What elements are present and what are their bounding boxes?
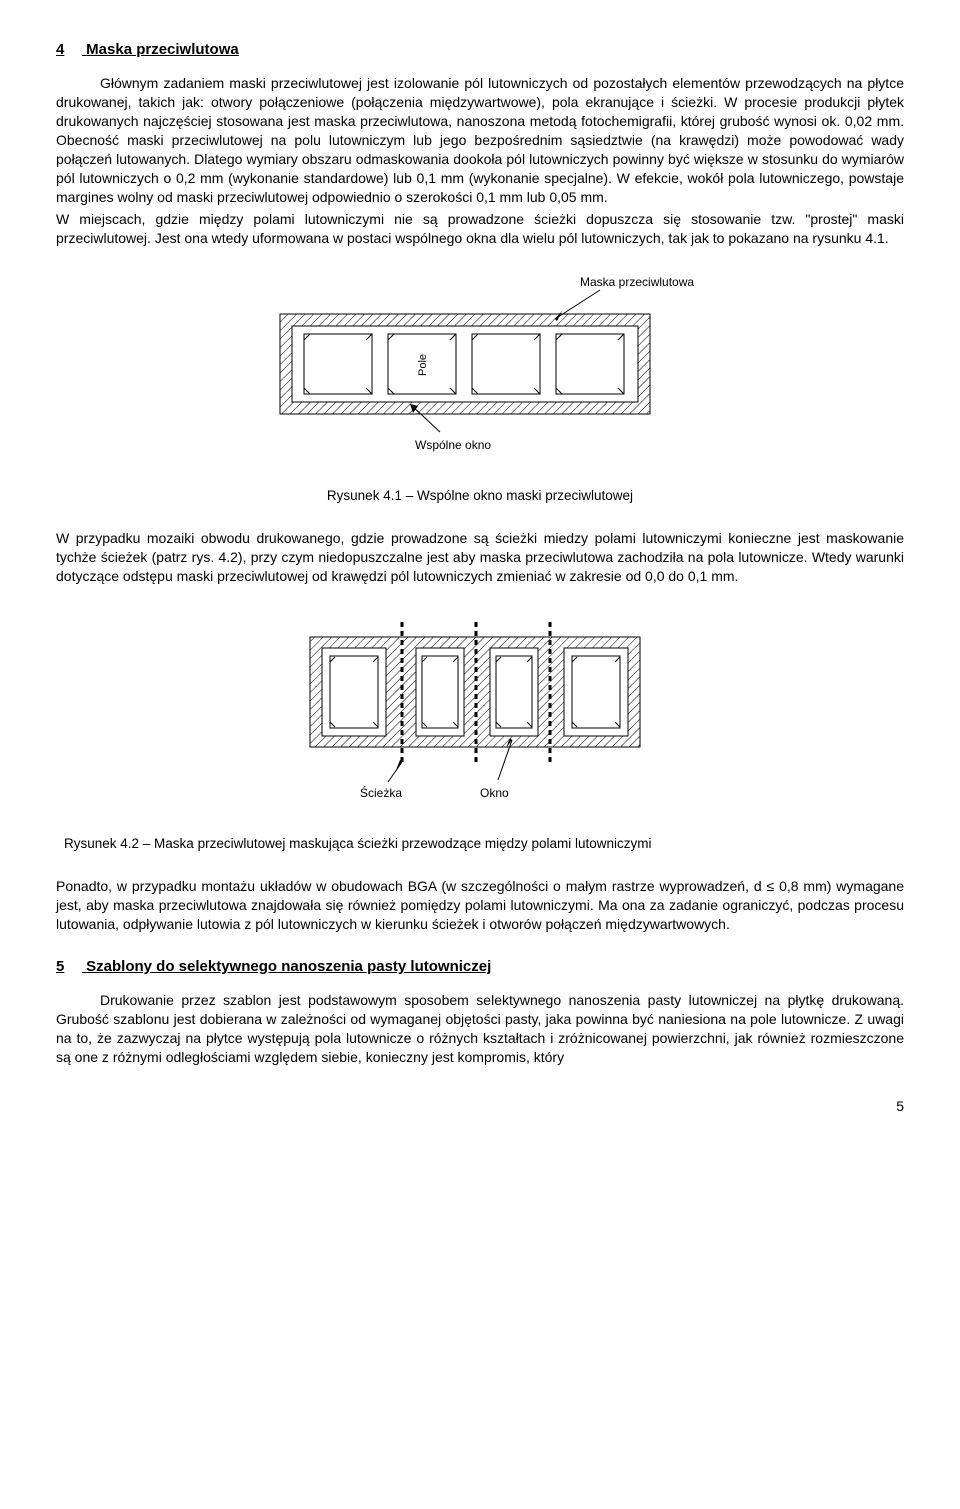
figure-4-1: Maska przeciwlutowa Pole	[56, 274, 904, 469]
figure-4-2-caption: Rysunek 4.2 – Maska przeciwlutowej masku…	[64, 835, 904, 853]
section5-title: Szablony do selektywnego nanoszenia past…	[86, 958, 491, 975]
section4-para2: W miejscach, gdzie między polami lutowni…	[56, 210, 904, 248]
pole-label: Pole	[417, 354, 429, 376]
page-number: 5	[56, 1097, 904, 1116]
after-fig2-para: Ponadto, w przypadku montażu układów w o…	[56, 877, 904, 934]
section4-title: Maska przeciwlutowa	[86, 41, 239, 58]
figure-4-1-svg: Maska przeciwlutowa Pole	[260, 274, 700, 464]
section5-number: 5	[56, 957, 82, 977]
window-label: Wspólne okno	[415, 438, 491, 452]
section5-para1: Drukowanie przez szablon jest podstawowy…	[56, 991, 904, 1067]
figure-4-2: Ścieżka Okno	[56, 612, 904, 817]
section4-para1: Głównym zadaniem maski przeciwlutowej je…	[56, 74, 904, 206]
section5-heading: 5 Szablony do selektywnego nanoszenia pa…	[56, 957, 904, 977]
section4-heading: 4 Maska przeciwlutowa	[56, 40, 904, 60]
figure-4-1-caption: Rysunek 4.1 – Wspólne okno maski przeciw…	[56, 487, 904, 505]
section4-number: 4	[56, 40, 82, 60]
mid-para1: W przypadku mozaiki obwodu drukowanego, …	[56, 529, 904, 586]
figure-4-2-svg: Ścieżka Okno	[280, 612, 680, 812]
mask-label: Maska przeciwlutowa	[580, 275, 694, 289]
okno-label: Okno	[480, 786, 509, 800]
track-label: Ścieżka	[360, 785, 402, 800]
